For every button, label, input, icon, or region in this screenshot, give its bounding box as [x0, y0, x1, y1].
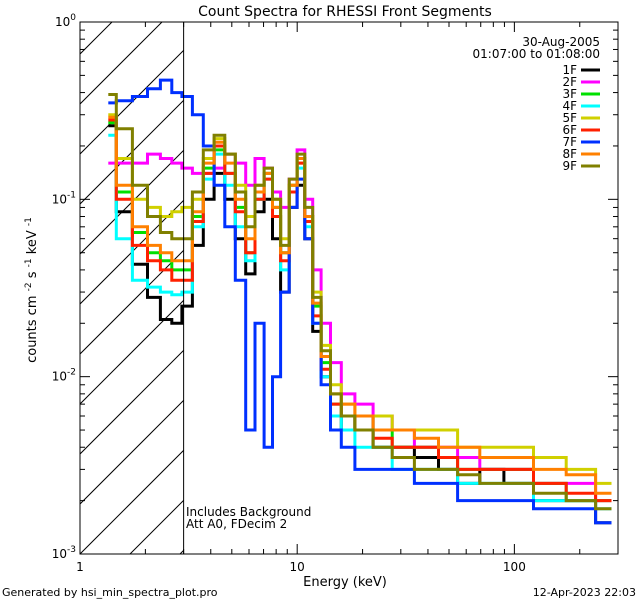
y-tick-exponent: -1 [67, 190, 76, 200]
hatch-line [80, 22, 213, 155]
legend-label-1F: 1F [562, 63, 577, 77]
series-7F-line [108, 78, 612, 525]
x-tick-label: 100 [503, 560, 526, 574]
y-label-part-2: s [25, 271, 40, 278]
hatch-line [0, 0, 130, 554]
y-label-part-4: keV [25, 230, 40, 254]
y-tick-mantissa: 10 [52, 547, 67, 561]
series-layer [108, 78, 612, 525]
y-tick-label: 100 [55, 13, 76, 29]
legend-label-3F: 3F [562, 87, 577, 101]
y-tick-exponent: -3 [67, 545, 76, 555]
x-tick-label: 10 [290, 560, 305, 574]
footer-generated-by: Generated by hsi_min_spectra_plot.pro [2, 586, 218, 599]
hatch-mask [183, 22, 618, 554]
legend-label-8F: 8F [562, 147, 577, 161]
y-tick-exponent: 0 [70, 13, 76, 23]
series-9F-line [108, 93, 612, 511]
y-label-part-3: -1 [24, 258, 34, 267]
y-tick-mantissa: 10 [55, 15, 70, 29]
legend-label-7F: 7F [562, 135, 577, 149]
y-label-part-0: counts cm [25, 296, 40, 363]
y-tick-mantissa: 10 [52, 192, 67, 206]
y-tick-label: 10-2 [52, 368, 76, 384]
annotation-background: Includes Background [186, 505, 311, 519]
legend-label-9F: 9F [562, 159, 577, 173]
x-axis-label: Energy (keV) [303, 575, 387, 590]
y-tick-label: 10-1 [52, 190, 76, 206]
y-axis-label: counts cm -2 s -1 keV -1 [20, 217, 40, 363]
x-tick-label: 1 [76, 560, 84, 574]
y-label-part-5: -1 [24, 217, 34, 226]
y-tick-label: 10-3 [52, 545, 76, 561]
attenuator-hatch-region [0, 0, 640, 554]
annotation-attenuator: Att A0, FDecim 2 [186, 517, 287, 531]
hatch-line [80, 22, 163, 105]
y-tick-mantissa: 10 [52, 370, 67, 384]
legend-label-6F: 6F [562, 123, 577, 137]
hatch-line [0, 0, 80, 554]
footer-date-stamp: 12-Apr-2023 22:03 [533, 586, 636, 599]
plot-frame [79, 21, 619, 555]
time-range-label: 01:07:00 to 01:08:00 [473, 47, 600, 61]
legend-label-5F: 5F [562, 111, 577, 125]
hatch-line [630, 0, 640, 554]
chart-title: Count Spectra for RHESSI Front Segments [198, 4, 492, 20]
legend-label-4F: 4F [562, 99, 577, 113]
date-label: 30-Aug-2005 [522, 35, 600, 49]
y-label-part-1: -2 [24, 282, 34, 291]
y-tick-exponent: -2 [67, 368, 76, 378]
legend-label-2F: 2F [562, 75, 577, 89]
x-axis-ticks: 1 10 100 [76, 22, 619, 574]
